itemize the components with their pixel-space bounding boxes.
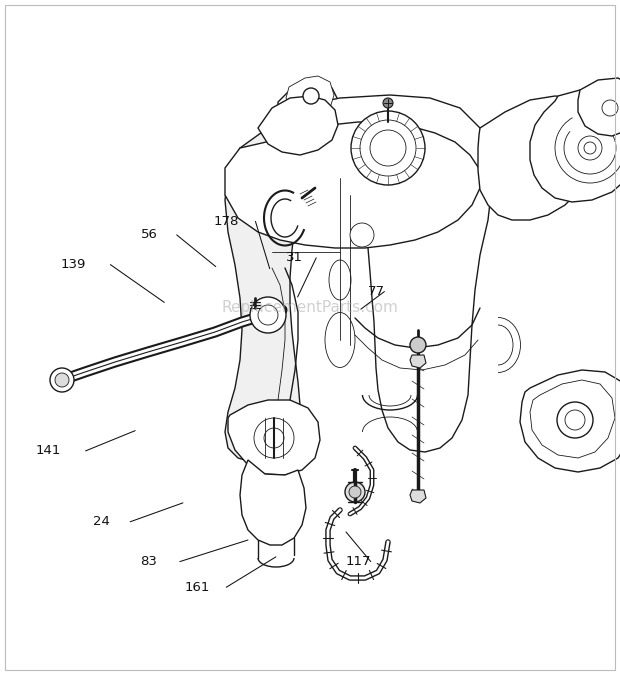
Polygon shape	[278, 82, 338, 130]
Polygon shape	[530, 380, 615, 458]
Circle shape	[565, 410, 585, 430]
Text: 178: 178	[213, 215, 239, 228]
Circle shape	[349, 486, 361, 498]
Circle shape	[410, 337, 426, 353]
Text: 31: 31	[286, 251, 303, 265]
Text: 141: 141	[35, 444, 61, 458]
Circle shape	[351, 111, 425, 185]
Polygon shape	[258, 96, 338, 155]
Circle shape	[350, 223, 374, 247]
Circle shape	[250, 297, 286, 333]
Text: ReplacementParts.com: ReplacementParts.com	[221, 300, 399, 315]
Polygon shape	[478, 96, 598, 220]
Circle shape	[602, 100, 618, 116]
Text: 24: 24	[94, 515, 110, 529]
Polygon shape	[262, 95, 492, 452]
Circle shape	[383, 98, 393, 108]
Polygon shape	[520, 370, 620, 472]
Text: 139: 139	[60, 258, 86, 271]
Polygon shape	[225, 122, 480, 248]
Circle shape	[370, 130, 406, 166]
Polygon shape	[410, 355, 426, 368]
Circle shape	[360, 120, 416, 176]
Text: 117: 117	[345, 555, 371, 568]
Circle shape	[258, 305, 278, 325]
Text: 56: 56	[141, 228, 158, 242]
Polygon shape	[410, 490, 426, 503]
Text: 161: 161	[184, 580, 210, 594]
Polygon shape	[228, 400, 320, 475]
Circle shape	[343, 103, 433, 193]
Circle shape	[584, 142, 596, 154]
Circle shape	[264, 428, 284, 448]
Circle shape	[557, 402, 593, 438]
Polygon shape	[225, 130, 300, 462]
Circle shape	[345, 482, 365, 502]
Polygon shape	[286, 76, 334, 117]
Circle shape	[55, 373, 69, 387]
Text: 83: 83	[140, 555, 157, 568]
Polygon shape	[578, 78, 620, 136]
Polygon shape	[240, 460, 306, 545]
Polygon shape	[530, 88, 620, 202]
Circle shape	[254, 418, 294, 458]
Circle shape	[50, 368, 74, 392]
Text: 77: 77	[368, 285, 384, 298]
Circle shape	[578, 136, 602, 160]
Circle shape	[303, 88, 319, 104]
